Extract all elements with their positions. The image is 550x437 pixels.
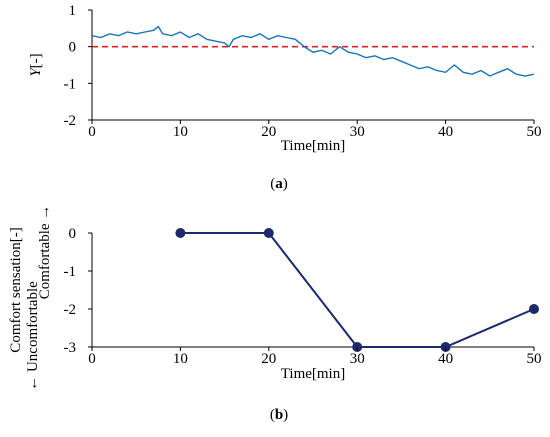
chart-a-x-tick-label: 10 bbox=[173, 124, 188, 140]
chart-a-y-tick-labels: 1 0 -1 -2 bbox=[64, 3, 92, 129]
chart-b-x-tick-label: 30 bbox=[350, 351, 365, 367]
chart-a: 0 10 20 30 40 50 10-1-2 Time[min] Y[-] (a) bbox=[28, 3, 542, 192]
chart-b-y-tick-label: -1 bbox=[64, 264, 77, 280]
chart-a-x-axis-label: Time[min] bbox=[281, 138, 345, 154]
chart-b-caption: (b) bbox=[270, 407, 288, 423]
chart-b-data-point bbox=[263, 228, 274, 238]
chart-b-x-axis-label: Time[min] bbox=[281, 366, 345, 382]
chart-a-caption-letter: a bbox=[275, 176, 283, 192]
chart-b-y-axis-label: Comfort sensation[-] bbox=[8, 227, 24, 352]
chart-b-caption-letter: b bbox=[275, 407, 283, 423]
chart-b-markers bbox=[175, 228, 539, 352]
chart-a-x-tick-label: 20 bbox=[261, 124, 276, 140]
chart-b-y-tick-label: -2 bbox=[64, 302, 77, 318]
chart-a-y-axis-label: Y[-] bbox=[28, 53, 44, 76]
chart-b-x-tick-label: 10 bbox=[173, 351, 188, 367]
chart-a-x-tick-labels: 0 10 20 30 40 50 bbox=[88, 120, 542, 140]
chart-b-x-tick-label: 50 bbox=[527, 351, 542, 367]
chart-a-y-axis-label-unit: [-] bbox=[28, 53, 44, 68]
chart-a-x-tick-label: 30 bbox=[350, 124, 365, 140]
chart-b-y-tick-label: -3 bbox=[64, 340, 77, 356]
chart-b-y-axis-uncomfortable: ← Uncomfortable bbox=[25, 281, 41, 391]
chart-b-x-tick-labels: 0 10 20 30 40 50 bbox=[88, 347, 542, 367]
chart-a-y-tick-label: 1 bbox=[69, 3, 77, 19]
chart-a-x-tick-label: 0 bbox=[88, 124, 96, 140]
chart-b-y-tick-label: 0 bbox=[69, 226, 77, 242]
chart-a-x-tick-label: 40 bbox=[438, 124, 453, 140]
chart-a-y-tick-label: -2 bbox=[64, 113, 77, 129]
chart-a-y-axis-label-italic: Y bbox=[28, 67, 44, 77]
chart-b-y-tick-labels: 0 -1 -2 -3 bbox=[64, 226, 92, 356]
chart-b-data-point bbox=[175, 228, 186, 238]
chart-b-x-tick-label: 40 bbox=[438, 351, 453, 367]
chart-b-data-point bbox=[529, 304, 539, 314]
chart-a-x-tick-label: 50 bbox=[527, 124, 542, 140]
chart-b-y-axis-comfortable: Comfortable → bbox=[37, 205, 53, 300]
chart-a-y-tick-label: 0 bbox=[69, 40, 77, 56]
chart-a-caption: (a) bbox=[270, 176, 288, 192]
chart-a-y-tick-label: -1 bbox=[64, 76, 77, 92]
chart-b-x-tick-label: 0 bbox=[88, 351, 96, 367]
chart-a-series-line bbox=[91, 25, 535, 77]
chart-b: 0 10 20 30 40 50 0 -1 -2 -3 Time[min] Comfort se… bbox=[8, 205, 542, 423]
chart-b-series-line bbox=[180, 232, 535, 348]
chart-b-x-tick-label: 20 bbox=[261, 351, 276, 367]
